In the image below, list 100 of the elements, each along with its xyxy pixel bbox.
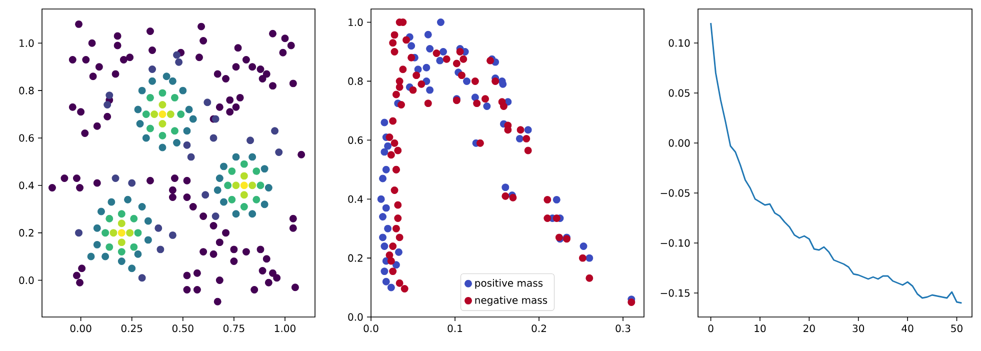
point	[424, 30, 432, 38]
y-tick-label: 0.4	[348, 195, 363, 203]
point	[158, 101, 166, 109]
point	[118, 229, 126, 237]
point	[158, 110, 166, 118]
point	[138, 203, 146, 210]
point	[382, 204, 390, 212]
point	[483, 102, 491, 110]
y-tick-label: 0.2	[19, 229, 34, 237]
point	[380, 242, 388, 250]
point	[126, 229, 134, 237]
x-tick-label: 0.1	[448, 324, 462, 332]
point	[426, 45, 434, 53]
point	[185, 106, 193, 114]
point	[106, 92, 114, 100]
point	[384, 142, 392, 150]
x-tick-label: 40	[902, 324, 914, 332]
point	[118, 210, 126, 218]
x-tick-label: 0.25	[121, 324, 142, 332]
point	[118, 258, 126, 266]
point	[87, 252, 95, 260]
point	[204, 98, 212, 106]
point	[102, 229, 110, 237]
point	[380, 148, 388, 156]
point	[379, 213, 386, 221]
point	[216, 174, 224, 182]
point	[382, 278, 390, 286]
x-tick-label: 0.3	[616, 324, 630, 332]
point	[179, 86, 187, 94]
x-tick-label: 0.0	[364, 324, 378, 332]
point	[384, 224, 392, 232]
point	[118, 220, 126, 228]
point	[173, 51, 181, 59]
x-tick-label: 1.00	[274, 324, 296, 332]
point	[232, 153, 240, 161]
point	[93, 240, 101, 248]
point	[142, 110, 150, 118]
y-tick-label: 0.0	[19, 276, 34, 284]
x-tick-label: 50	[951, 324, 962, 332]
point	[224, 182, 232, 190]
y-tick-label: −0.05	[660, 189, 690, 197]
y-tick-label: 0.0	[348, 313, 363, 321]
point	[148, 77, 156, 85]
point	[252, 196, 260, 204]
point	[252, 167, 260, 175]
point	[156, 246, 164, 254]
point	[240, 160, 248, 168]
point	[75, 229, 82, 237]
point	[138, 86, 146, 94]
point	[210, 134, 218, 142]
point	[128, 179, 136, 187]
point	[170, 127, 178, 135]
point	[248, 153, 256, 161]
point	[118, 238, 126, 246]
point	[106, 243, 114, 251]
point	[232, 210, 240, 218]
legend-label: negative mass	[475, 296, 548, 306]
point	[183, 141, 191, 149]
x-tick-label: 0.75	[223, 324, 244, 332]
point	[183, 127, 191, 135]
x-tick-label: 10	[754, 324, 766, 332]
point	[138, 274, 146, 282]
point	[97, 208, 105, 216]
point	[387, 284, 395, 292]
point	[154, 224, 162, 232]
point	[228, 167, 236, 175]
point	[463, 77, 471, 85]
point	[173, 138, 181, 146]
point	[177, 110, 185, 118]
point	[106, 214, 114, 222]
y-tick-label: 0.05	[668, 89, 690, 97]
point	[124, 196, 132, 204]
point	[228, 196, 236, 204]
y-tick-label: 0.2	[348, 254, 362, 262]
point	[271, 127, 279, 135]
y-tick-label: 0.8	[348, 77, 363, 85]
point	[552, 196, 560, 204]
point	[142, 134, 150, 142]
x-tick-label: 30	[852, 324, 864, 332]
point	[394, 248, 402, 256]
point	[148, 65, 156, 73]
point	[516, 134, 524, 142]
point	[426, 86, 434, 94]
point	[260, 165, 268, 173]
point	[379, 174, 386, 182]
point	[275, 148, 283, 156]
point	[146, 124, 154, 132]
point	[108, 198, 116, 206]
point	[379, 234, 386, 242]
point	[134, 229, 142, 237]
point	[128, 264, 136, 272]
legend-label: positive mass	[475, 279, 543, 289]
y-tick-label: 0.4	[19, 182, 34, 190]
point	[202, 191, 210, 199]
point	[256, 182, 264, 190]
point	[422, 64, 430, 72]
point	[220, 198, 228, 206]
point	[136, 120, 144, 128]
x-tick-label: 0.2	[532, 324, 546, 332]
point	[248, 210, 256, 218]
